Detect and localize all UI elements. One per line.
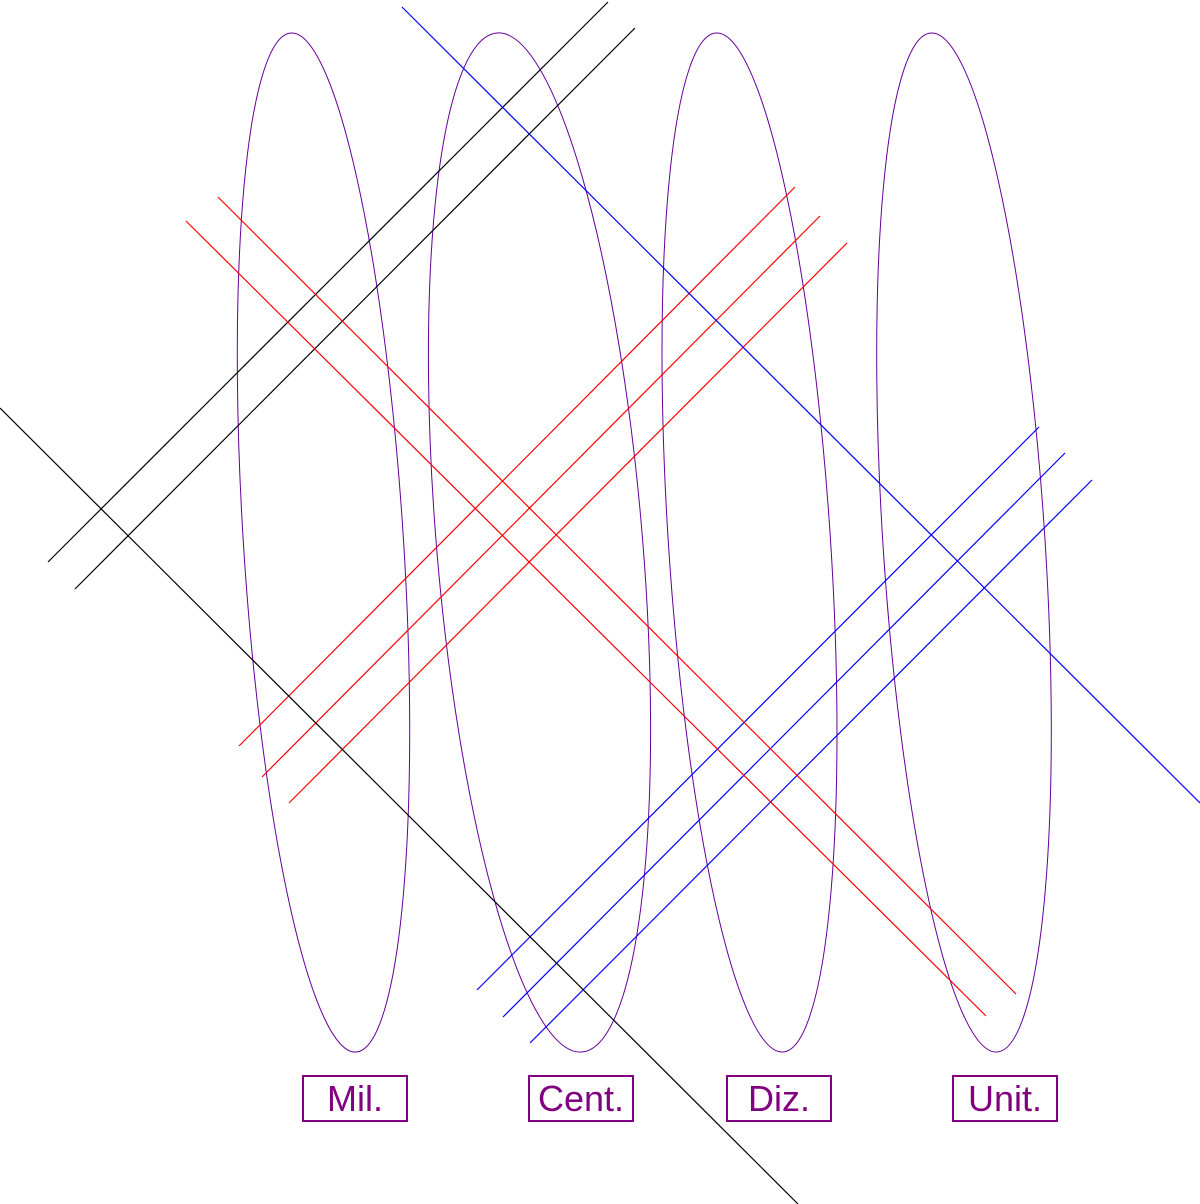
ellipse-hundreds: [427, 32, 652, 1053]
red-ascending-line: [288, 242, 848, 804]
red-descending-line: [185, 220, 987, 1017]
blue-descending-line: [401, 6, 1200, 804]
label-units: Unit.: [952, 1075, 1058, 1122]
black-descending-line: [0, 407, 799, 1204]
ellipse-thousands: [236, 32, 411, 1053]
black-ascending-line: [74, 27, 636, 590]
red-ascending-line: [238, 186, 796, 747]
black-ascending-line: [47, 1, 609, 563]
blue-ascending-line: [529, 479, 1093, 1044]
label-thousands: Mil.: [302, 1075, 408, 1122]
ellipse-units: [876, 32, 1052, 1053]
place-value-ellipses: [236, 32, 1052, 1053]
red-ascending-line: [261, 215, 821, 778]
blue-ascending-line: [502, 452, 1066, 1018]
ellipse-tens: [661, 32, 838, 1053]
label-tens: Diz.: [726, 1075, 832, 1122]
label-hundreds: Cent.: [528, 1075, 634, 1122]
red-descending-line: [217, 196, 1017, 995]
blue-ascending-line: [476, 426, 1040, 991]
